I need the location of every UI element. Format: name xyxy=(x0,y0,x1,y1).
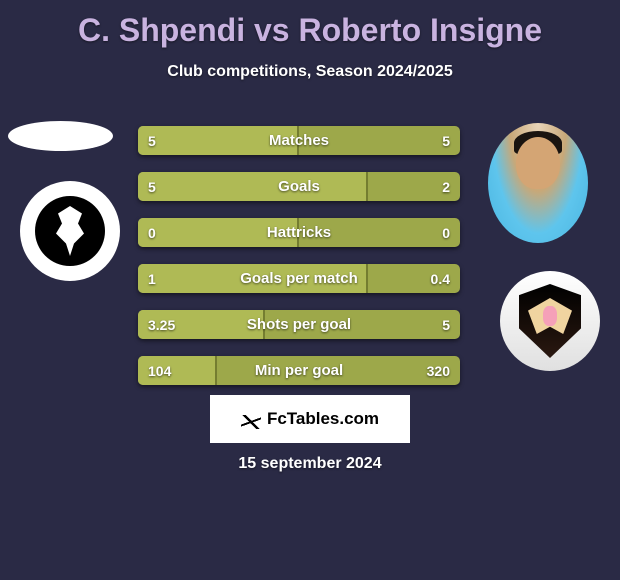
club-left-badge xyxy=(20,181,120,281)
stat-value-right: 5 xyxy=(442,310,450,339)
cesena-badge-icon xyxy=(35,196,105,266)
stat-label: Goals xyxy=(138,172,460,201)
palermo-badge-icon xyxy=(519,284,581,358)
watermark-text: FcTables.com xyxy=(267,409,379,429)
snapshot-date: 15 september 2024 xyxy=(238,455,381,473)
comparison-title: C. Shpendi vs Roberto Insigne xyxy=(0,0,620,49)
stat-value-right: 0 xyxy=(442,218,450,247)
stat-bar: 1Goals per match0.4 xyxy=(138,264,460,293)
stat-value-right: 0.4 xyxy=(431,264,450,293)
seahorse-icon xyxy=(50,206,90,256)
stat-value-right: 2 xyxy=(442,172,450,201)
stat-bar: 3.25Shots per goal5 xyxy=(138,310,460,339)
stats-bars: 5Matches55Goals20Hattricks01Goals per ma… xyxy=(138,126,460,402)
stat-value-right: 320 xyxy=(427,356,450,385)
stat-bar: 5Matches5 xyxy=(138,126,460,155)
club-right-badge xyxy=(500,271,600,371)
player-left-avatar xyxy=(8,121,113,151)
player-right-avatar xyxy=(488,123,588,243)
stat-bar: 5Goals2 xyxy=(138,172,460,201)
stat-bar: 104Min per goal320 xyxy=(138,356,460,385)
stat-label: Hattricks xyxy=(138,218,460,247)
comparison-subtitle: Club competitions, Season 2024/2025 xyxy=(0,63,620,81)
stat-label: Min per goal xyxy=(138,356,460,385)
stat-label: Goals per match xyxy=(138,264,460,293)
stat-label: Matches xyxy=(138,126,460,155)
stat-value-right: 5 xyxy=(442,126,450,155)
player-head-shape xyxy=(516,137,560,189)
stat-bar: 0Hattricks0 xyxy=(138,218,460,247)
fctables-logo-icon xyxy=(241,409,261,429)
watermark: FcTables.com xyxy=(210,395,410,443)
stat-label: Shots per goal xyxy=(138,310,460,339)
eagle-body-shape xyxy=(543,306,557,326)
